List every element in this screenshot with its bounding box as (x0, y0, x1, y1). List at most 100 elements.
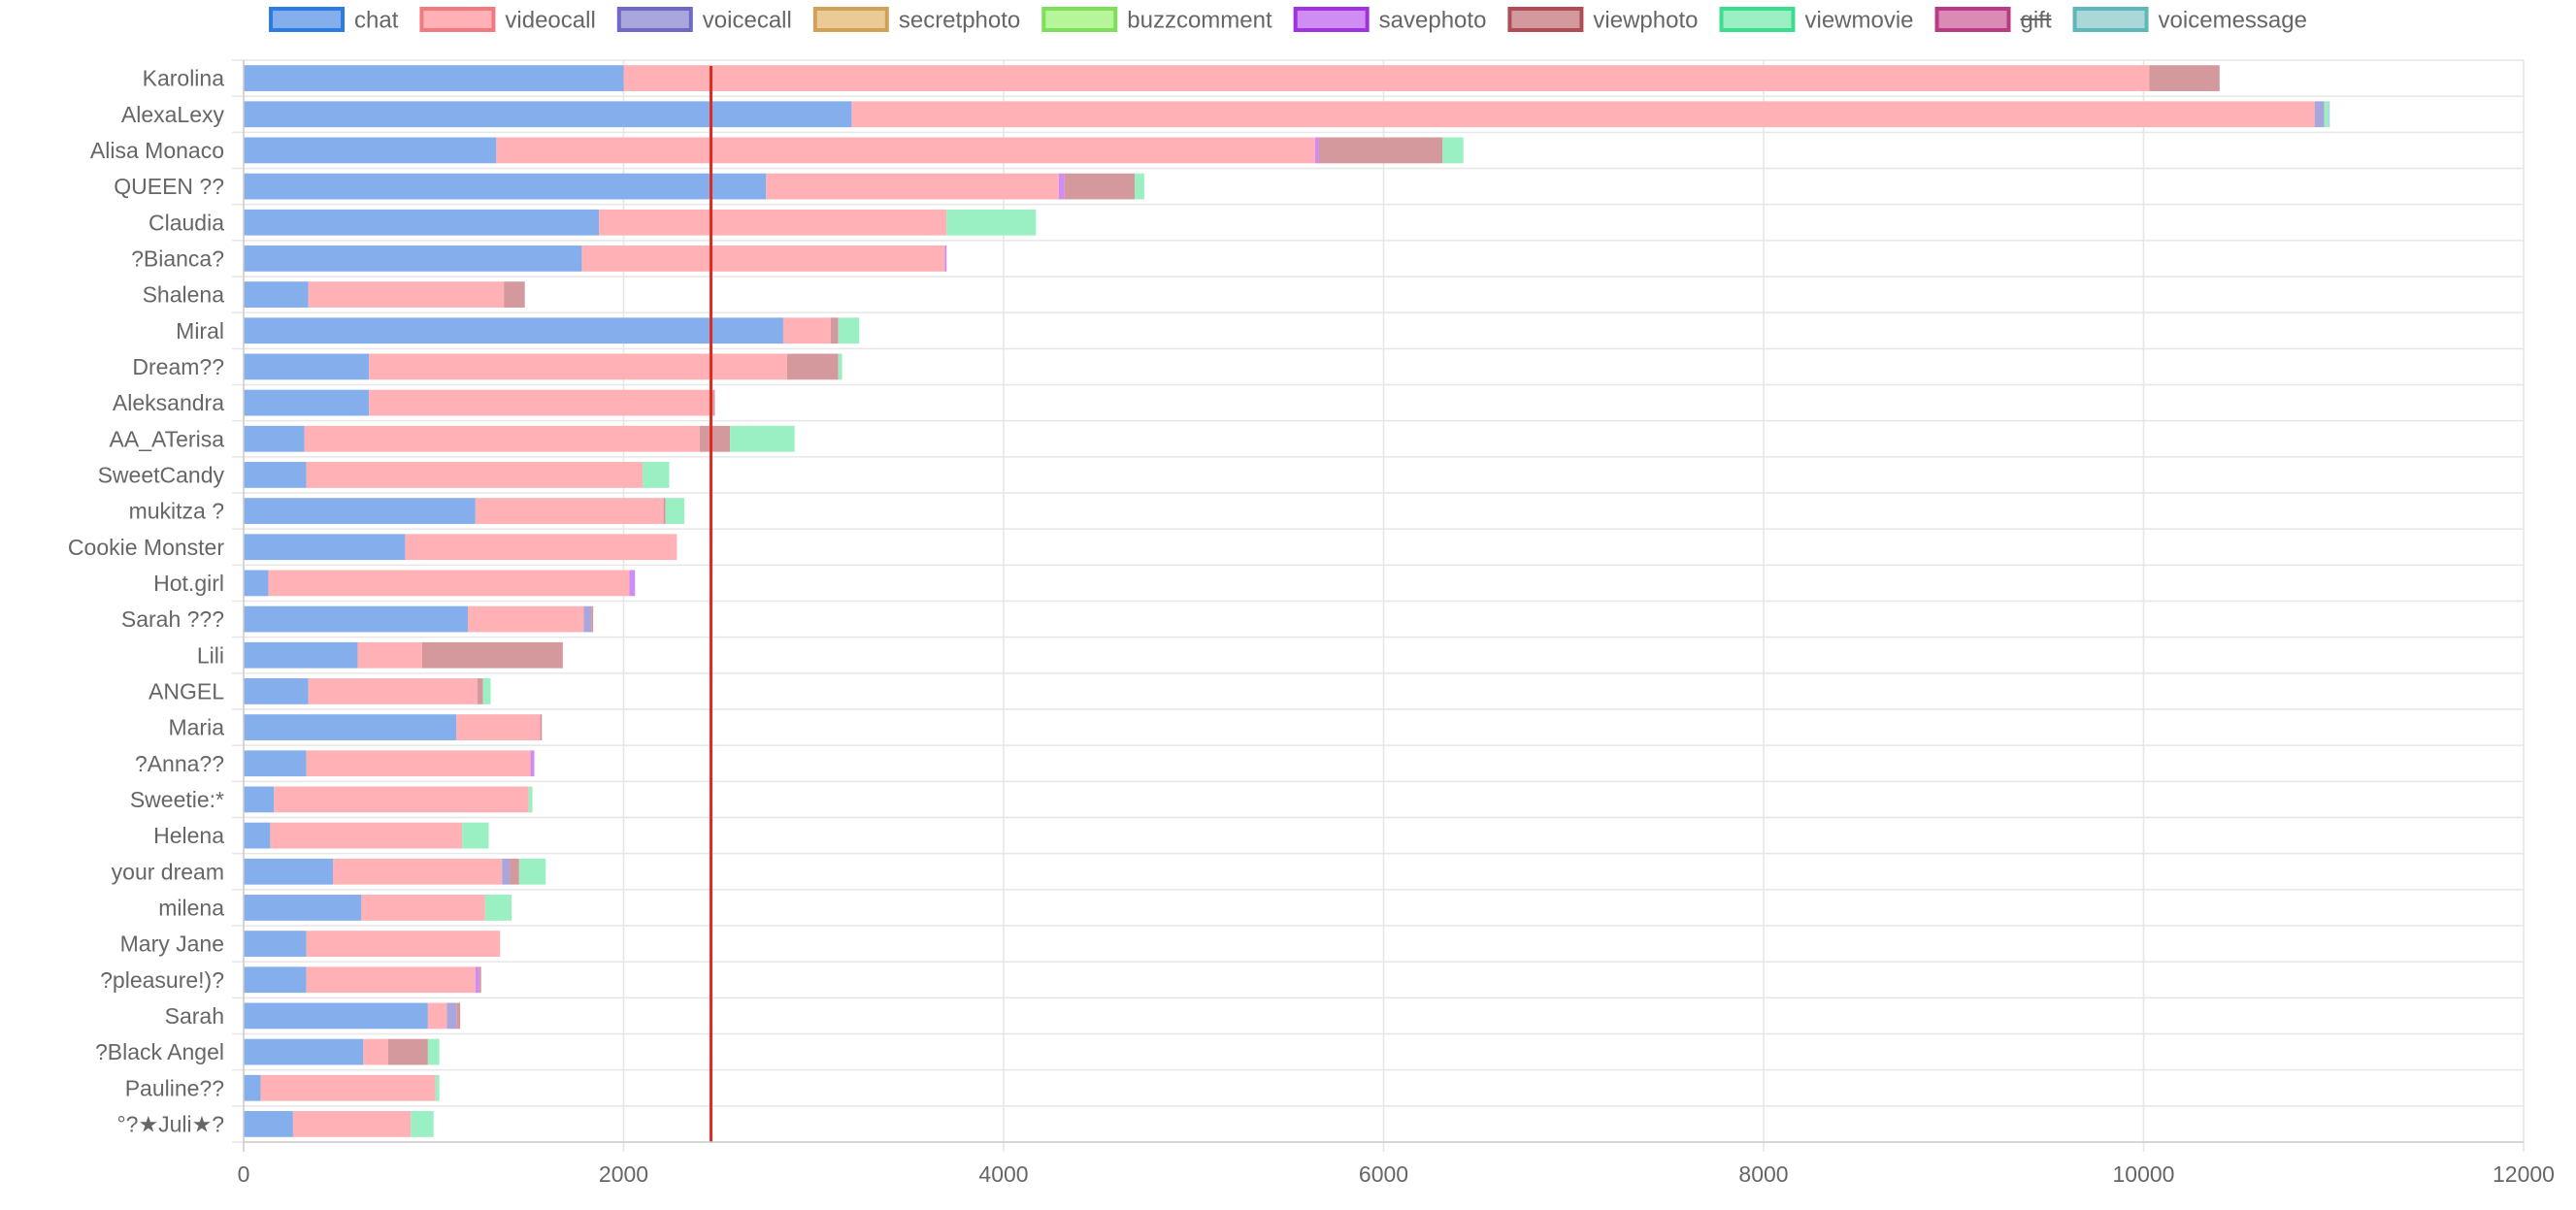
bar-chat-miral[interactable] (244, 317, 783, 344)
bar-videocall-mukitza[interactable] (475, 498, 664, 524)
bar-videocall-juli[interactable] (292, 1111, 412, 1137)
bar-chat-dream[interactable] (244, 353, 370, 380)
legend-item-gift[interactable]: gift (1934, 7, 2052, 33)
legend-item-savephoto[interactable]: savephoto (1293, 7, 1487, 33)
bar-voicemessage-alexalexy[interactable] (2328, 101, 2330, 128)
bar-videocall-pauline[interactable] (260, 1074, 436, 1101)
bar-viewphoto-aleksandra[interactable] (712, 389, 715, 416)
bar-savephoto-alisa-monaco[interactable] (1315, 137, 1319, 164)
bar-videocall-cookie-monster[interactable] (405, 534, 677, 561)
bar-chat-your-dream[interactable] (244, 858, 334, 885)
bar-videocall-shalena[interactable] (308, 281, 505, 308)
bar-chat-lili[interactable] (244, 641, 358, 669)
bar-viewphoto-karolina[interactable] (2149, 65, 2220, 91)
bar-viewphoto-pleasure[interactable] (479, 966, 481, 994)
bar-savephoto-pleasure[interactable] (475, 966, 479, 994)
legend-item-secretphoto[interactable]: secretphoto (812, 7, 1020, 33)
bar-viewmovie-miral[interactable] (838, 317, 860, 344)
bar-videocall-sweetcandy[interactable] (306, 462, 644, 488)
bar-chat-cookie-monster[interactable] (244, 534, 406, 561)
bar-videocall-anna[interactable] (306, 750, 531, 777)
bar-videocall-sarah[interactable] (467, 605, 584, 633)
bar-viewphoto-lili[interactable] (422, 641, 563, 669)
bar-videocall-alexalexy[interactable] (851, 101, 2315, 128)
bar-chat-pauline[interactable] (244, 1074, 261, 1101)
bar-chat-queen[interactable] (244, 173, 767, 200)
bar-chat-maria[interactable] (244, 714, 457, 740)
bar-viewmovie-angel[interactable] (482, 678, 491, 704)
bar-viewmovie-your-dream[interactable] (518, 858, 546, 885)
bar-viewmovie-black-angel[interactable] (427, 1038, 440, 1065)
bar-chat-sarah[interactable] (244, 605, 468, 633)
bar-viewphoto-sarah[interactable] (456, 1002, 461, 1030)
bar-viewmovie-sweetie[interactable] (528, 786, 533, 813)
bar-videocall-sweetie[interactable] (274, 786, 529, 813)
bar-viewphoto-sarah[interactable] (591, 605, 594, 633)
bar-videocall-aleksandra[interactable] (369, 389, 713, 416)
legend-item-viewmovie[interactable]: viewmovie (1719, 7, 1914, 33)
bar-viewmovie-mukitza[interactable] (665, 498, 685, 524)
bar-viewmovie-sweetcandy[interactable] (643, 462, 670, 488)
bar-viewmovie-aa-aterisa[interactable] (730, 425, 795, 452)
bar-viewmovie-juli[interactable] (411, 1111, 434, 1137)
bar-videocall-angel[interactable] (308, 678, 478, 704)
bar-videocall-maria[interactable] (456, 714, 541, 740)
legend-item-viewphoto[interactable]: viewphoto (1507, 7, 1699, 33)
bar-chat-alisa-monaco[interactable] (244, 137, 497, 164)
legend-item-chat[interactable]: chat (269, 7, 399, 33)
bar-savephoto-bianca[interactable] (944, 245, 947, 272)
bar-viewmovie-alisa-monaco[interactable] (1442, 137, 1464, 164)
bar-viewphoto-your-dream[interactable] (510, 858, 519, 885)
bar-videocall-milena[interactable] (361, 895, 485, 921)
bar-viewphoto-miral[interactable] (830, 317, 839, 344)
bar-chat-bianca[interactable] (244, 245, 582, 272)
bar-viewmovie-pauline[interactable] (435, 1074, 440, 1101)
bar-videocall-mary-jane[interactable] (306, 931, 501, 957)
bar-chat-claudia[interactable] (244, 209, 600, 236)
legend-item-voicecall[interactable]: voicecall (616, 7, 792, 33)
bar-savephoto-hot-girl[interactable] (629, 570, 636, 597)
bar-videocall-your-dream[interactable] (333, 858, 503, 885)
bar-viewmovie-helena[interactable] (462, 822, 489, 849)
bar-chat-anna[interactable] (244, 750, 307, 777)
bar-voicecall-alexalexy[interactable] (2314, 101, 2325, 128)
bar-chat-angel[interactable] (244, 678, 309, 704)
bar-chat-juli[interactable] (244, 1111, 293, 1137)
bar-viewphoto-black-angel[interactable] (387, 1038, 428, 1065)
bar-voicecall-sarah[interactable] (583, 605, 592, 633)
bar-chat-helena[interactable] (244, 822, 271, 849)
bar-chat-sarah[interactable] (244, 1002, 428, 1030)
bar-videocall-alisa-monaco[interactable] (496, 137, 1316, 164)
bar-viewphoto-mukitza[interactable] (663, 498, 666, 524)
bar-videocall-aa-aterisa[interactable] (304, 425, 700, 452)
bar-videocall-pleasure[interactable] (306, 966, 476, 994)
bar-videocall-lili[interactable] (357, 641, 423, 669)
bar-viewmovie-dream[interactable] (838, 353, 842, 380)
bar-videocall-helena[interactable] (270, 822, 463, 849)
bar-viewphoto-queen[interactable] (1064, 173, 1136, 200)
bar-chat-aa-aterisa[interactable] (244, 425, 305, 452)
bar-viewmovie-claudia[interactable] (946, 209, 1037, 236)
bar-chat-karolina[interactable] (244, 65, 624, 91)
bar-chat-aleksandra[interactable] (244, 389, 370, 416)
bar-chat-sweetie[interactable] (244, 786, 275, 813)
bar-videocall-miral[interactable] (782, 317, 831, 344)
bar-chat-black-angel[interactable] (244, 1038, 364, 1065)
bar-chat-pleasure[interactable] (244, 966, 307, 994)
bar-viewmovie-alexalexy[interactable] (2324, 101, 2328, 128)
bar-chat-sweetcandy[interactable] (244, 462, 307, 488)
bar-chat-hot-girl[interactable] (244, 570, 269, 597)
bar-voicecall-sarah[interactable] (446, 1002, 457, 1030)
bar-viewmovie-milena[interactable] (484, 895, 512, 921)
bar-viewphoto-maria[interactable] (540, 714, 543, 740)
bar-voicecall-your-dream[interactable] (502, 858, 511, 885)
bar-viewmovie-queen[interactable] (1135, 173, 1144, 200)
bar-videocall-karolina[interactable] (623, 65, 2150, 91)
bar-videocall-queen[interactable] (766, 173, 1059, 200)
bar-videocall-hot-girl[interactable] (268, 570, 630, 597)
legend-item-voicemessage[interactable]: voicemessage (2072, 7, 2307, 33)
bar-viewphoto-alisa-monaco[interactable] (1318, 137, 1443, 164)
bar-videocall-dream[interactable] (369, 353, 787, 380)
bar-videocall-black-angel[interactable] (363, 1038, 388, 1065)
bar-videocall-sarah[interactable] (427, 1002, 447, 1030)
